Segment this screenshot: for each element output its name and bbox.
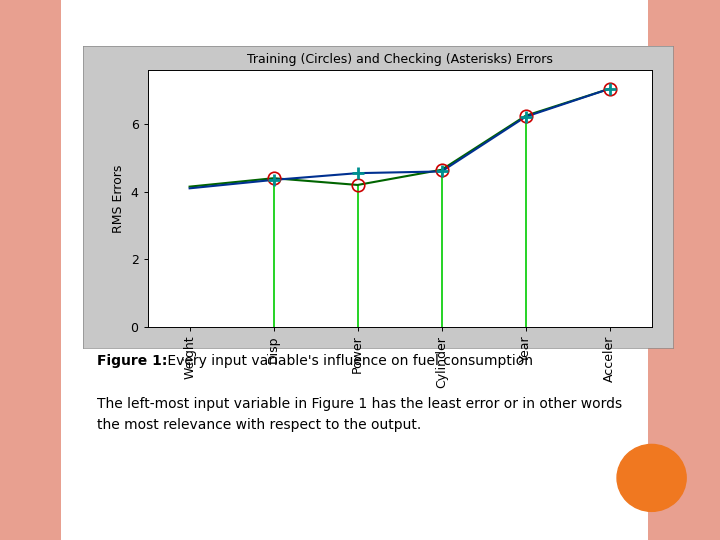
Text: Every input variable's influence on fuel consumption: Every input variable's influence on fuel… [163, 354, 534, 368]
Text: The left-most input variable in Figure 1 has the least error or in other words
t: The left-most input variable in Figure 1… [97, 397, 622, 431]
Title: Training (Circles) and Checking (Asterisks) Errors: Training (Circles) and Checking (Asteris… [247, 53, 552, 66]
Y-axis label: RMS Errors: RMS Errors [112, 164, 125, 233]
Text: Figure 1:: Figure 1: [97, 354, 168, 368]
